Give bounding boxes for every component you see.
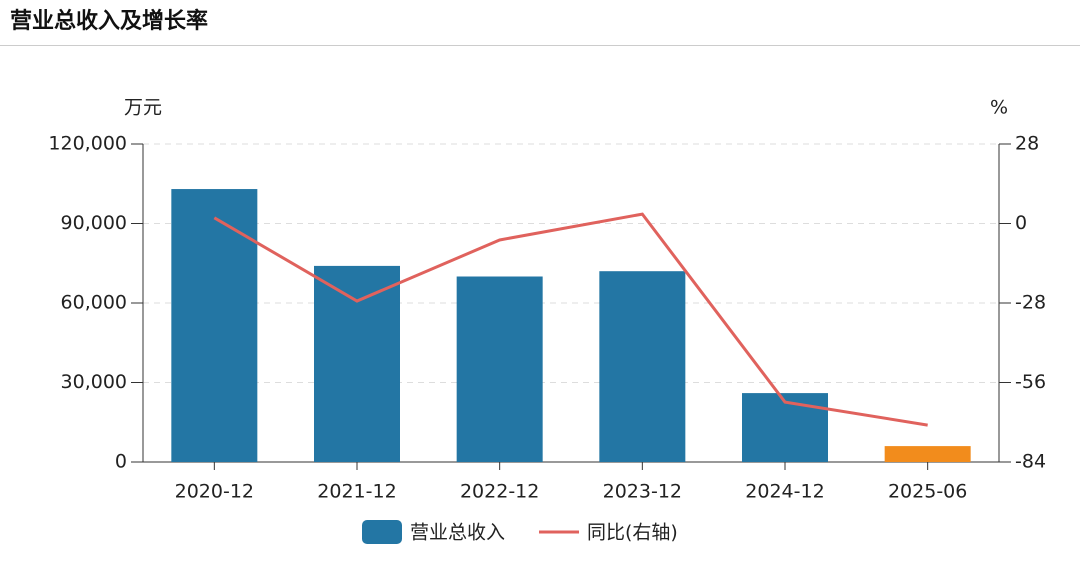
- y-tick-label: 30,000: [61, 371, 127, 393]
- chart: 万元 % 0 30,000 60,000 90,000 120,000 -84 -56 -28…: [48, 97, 1046, 544]
- bar: [171, 189, 258, 463]
- y2-tick-label: -28: [1015, 292, 1046, 314]
- line: [213, 212, 928, 427]
- x-tick-label: 2025-06: [888, 481, 967, 503]
- y-unit: 万元: [124, 97, 162, 119]
- x-tick-label: 2022-12: [460, 481, 539, 503]
- y2-tick-label: -56: [1015, 371, 1046, 393]
- legend-label: 营业总收入: [410, 522, 505, 544]
- legend-label: 同比(右轴): [587, 522, 678, 544]
- y-tick-label: 90,000: [61, 212, 127, 234]
- y2-tick-label: -84: [1015, 451, 1046, 473]
- bar: [456, 276, 543, 462]
- legend-swatch: [362, 520, 402, 544]
- chart-title: 营业总收入及增长率: [0, 0, 1080, 46]
- bar: [599, 271, 686, 462]
- y2-tick-label: 0: [1015, 212, 1027, 234]
- x-tick-label: 2020-12: [175, 481, 254, 503]
- y2-unit: %: [990, 97, 1008, 119]
- y-tick-label: 120,000: [48, 133, 127, 155]
- y2-tick-label: 28: [1015, 133, 1039, 155]
- y-tick-label: 60,000: [61, 292, 127, 314]
- bar: [742, 393, 828, 462]
- x-tick-label: 2024-12: [745, 481, 824, 503]
- x-tick-label: 2021-12: [317, 481, 396, 503]
- bar: [314, 265, 400, 462]
- y-tick-label: 0: [115, 451, 127, 473]
- x-tick-label: 2023-12: [603, 481, 682, 503]
- bar: [884, 446, 971, 462]
